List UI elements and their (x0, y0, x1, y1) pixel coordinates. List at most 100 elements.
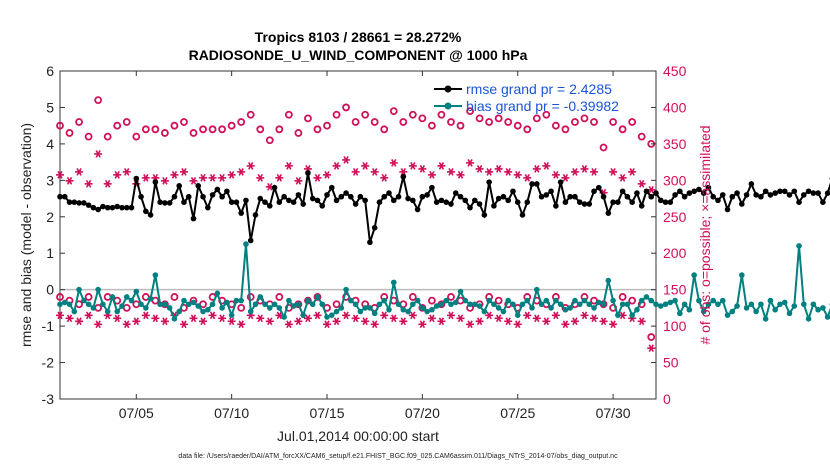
obs-assimilated-marker (84, 179, 93, 188)
obs-assimilated-stroke (190, 314, 197, 323)
obs-assimilated-marker (160, 317, 169, 326)
bias-point (772, 306, 778, 313)
bias-point (610, 297, 616, 304)
rmse-point (410, 197, 416, 204)
obs-possible-marker (513, 121, 522, 130)
bias-point (286, 297, 292, 304)
obs-assimilated-stroke (553, 311, 559, 320)
rmse-point (452, 190, 459, 196)
obs-assimilated-stroke (419, 165, 426, 173)
legend: rmse grand pr = 2.4285 bias grand pr = -… (434, 81, 619, 114)
obs-assimilated-marker (265, 317, 274, 326)
rmse-point (581, 201, 588, 207)
rmse-point (195, 183, 202, 189)
obs-assimilated-marker (570, 317, 579, 326)
obs-assimilated-marker (637, 179, 646, 188)
obs-assimilated-marker (446, 311, 455, 320)
obs-possible-marker (485, 118, 494, 126)
obs-assimilated-marker (284, 162, 293, 170)
obs-assimilated-stroke (610, 168, 616, 176)
rmse-point (443, 199, 450, 205)
rmse-point (119, 204, 125, 211)
obs-assimilated-stroke (343, 311, 349, 320)
bias-point (128, 297, 135, 304)
rmse-point (734, 190, 740, 196)
obs-possible-marker (428, 121, 436, 130)
obs-assimilated-marker (590, 314, 599, 323)
obs-assimilated-stroke (286, 320, 292, 329)
y-right-tick-label: 150 (663, 282, 687, 298)
obs-assimilated-stroke (534, 165, 540, 173)
rmse-point (362, 197, 368, 204)
obs-possible-marker (571, 118, 579, 126)
bias-point (395, 301, 402, 308)
rmse-point (371, 224, 378, 231)
obs-assimilated-stroke (219, 314, 225, 323)
obs-possible-marker (389, 107, 398, 115)
obs-assimilated-stroke (572, 317, 578, 326)
rmse-point (266, 203, 273, 209)
obs-assimilated-stroke (143, 173, 149, 182)
y-right-tick-label: 100 (663, 318, 687, 334)
bias-point (400, 306, 407, 313)
obs-assimilated-stroke (429, 171, 435, 179)
obs-assimilated-marker (485, 168, 494, 176)
bias-point (305, 297, 311, 304)
obs-assimilated-marker (160, 176, 169, 185)
bias-point (162, 301, 168, 308)
bias-point (553, 297, 559, 304)
obs-assimilated-stroke (228, 317, 235, 326)
rmse-point (286, 197, 292, 204)
bias-point (262, 301, 268, 308)
obs-possible-marker (84, 293, 93, 301)
obs-possible-marker (523, 125, 532, 134)
bias-point (634, 306, 640, 313)
bias-point (662, 301, 669, 308)
obs-assimilated-stroke (572, 168, 578, 176)
bias-point (667, 299, 674, 306)
obs-assimilated-stroke (333, 162, 340, 170)
rmse-point (681, 193, 688, 200)
chart-subtitle: RADIOSONDE_U_WIND_COMPONENT @ 1000 hPa (189, 47, 528, 63)
obs-possible-marker (294, 129, 303, 137)
obs-assimilated-marker (580, 165, 589, 173)
obs-possible-marker (151, 125, 160, 134)
obs-possible-marker (418, 114, 427, 123)
obs-assimilated-stroke (448, 168, 454, 176)
rmse-point (238, 210, 244, 216)
bias-point (252, 301, 259, 308)
obs-possible-marker (351, 118, 360, 126)
rmse-point (510, 188, 516, 195)
obs-assimilated-marker (561, 320, 570, 329)
obs-assimilated-marker (113, 314, 122, 323)
obs-assimilated-stroke (562, 320, 569, 329)
rmse-point (543, 192, 550, 198)
obs-assimilated-stroke (257, 314, 263, 323)
bias-point (753, 308, 759, 315)
bias-point (376, 301, 383, 308)
bias-point (805, 316, 812, 322)
obs-possible-marker (494, 114, 503, 123)
obs-assimilated-marker (418, 165, 427, 173)
bias-point (743, 305, 750, 311)
obs-assimilated-marker (313, 311, 322, 320)
obs-assimilated-stroke (228, 171, 235, 179)
rmse-point (719, 192, 726, 198)
bias-point (467, 301, 473, 308)
obs-assimilated-stroke (57, 171, 63, 179)
obs-assimilated-marker (218, 173, 227, 182)
bias-point (405, 308, 411, 315)
obs-assimilated-stroke (276, 311, 283, 320)
obs-possible-marker (56, 293, 64, 301)
obs-assimilated-marker (84, 311, 93, 320)
y-tick-label: 5 (46, 99, 54, 115)
legend-bias-label: bias grand pr = -0.39982 (466, 98, 619, 114)
obs-assimilated-marker (65, 176, 74, 185)
bias-point (581, 297, 588, 304)
bias-point (638, 297, 645, 304)
obs-assimilated-marker (475, 165, 484, 173)
obs-assimilated-marker (427, 314, 436, 323)
obs-possible-marker (103, 132, 112, 141)
rmse-point (605, 210, 612, 216)
